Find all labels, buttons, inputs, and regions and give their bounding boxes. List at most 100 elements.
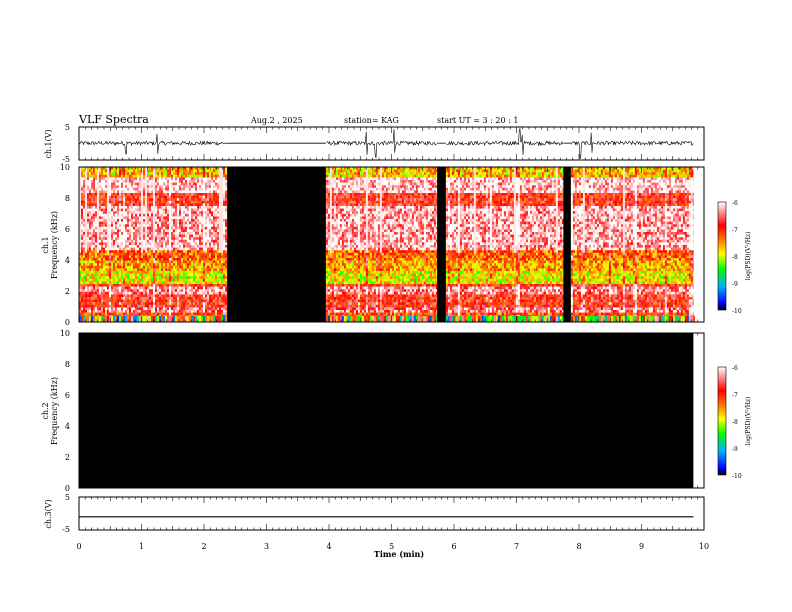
ch1-spectrogram-cell	[189, 234, 192, 238]
ch1-spectrogram-cell	[141, 232, 144, 235]
ch1-spectrogram-cell	[151, 177, 154, 181]
ch1-spectrogram-cell	[199, 286, 202, 290]
ch1-spectrogram-cell	[193, 206, 196, 209]
ch1-spectrogram-cell	[187, 255, 190, 259]
ch1-spectrogram-cell	[153, 284, 156, 287]
ch1-spectrogram-cell	[91, 198, 94, 201]
ch1-spectrogram-cell	[177, 316, 180, 322]
ch1-spectrogram-cell	[165, 284, 168, 287]
ch1-spectrogram-cell	[121, 203, 124, 207]
ch1-spectrogram-cell	[205, 302, 208, 305]
ch1-spectrogram-cell	[145, 206, 148, 209]
ch1-spectrogram-cell	[211, 187, 214, 191]
ch1-spectrogram-cell	[117, 304, 120, 308]
ch1-spectrogram-cell	[121, 260, 124, 264]
ch1-spectrogram-cell	[95, 247, 98, 251]
ch1-spectrogram-cell	[169, 216, 172, 220]
ch1-spectrogram-cell	[209, 258, 212, 261]
ch1-spectrogram-cell	[217, 294, 220, 298]
ch1-spectrogram-cell	[89, 299, 92, 303]
ch1-spectrogram-cell	[195, 316, 198, 322]
ch1-spectrogram-cell	[129, 252, 132, 256]
ch1-spectrogram-cell	[155, 185, 158, 188]
ch1-spectrogram-cell	[181, 226, 184, 230]
ch1-spectrogram-cell	[121, 226, 124, 230]
ch1-spectrogram-cell	[157, 250, 160, 253]
ch1-spectrogram-cell	[211, 307, 214, 311]
ch1-spectrogram-cell	[103, 174, 106, 178]
ch1-spectrogram-cell	[179, 263, 182, 266]
ch1-spectrogram-cell	[219, 263, 222, 266]
ch1-spectrogram-cell	[225, 229, 228, 233]
ch1-spectrogram-cell	[183, 268, 186, 272]
ch1-spectrogram-cell	[107, 169, 110, 173]
ch1-spectrogram-cell	[169, 245, 172, 248]
ch1-spectrogram-cell	[161, 234, 164, 238]
ch1-spectrogram-cell	[143, 310, 146, 313]
ch1-spectrogram-cell	[191, 245, 194, 248]
ch1-spectrogram-cell	[141, 250, 144, 253]
ch1-spectrogram-cell	[175, 234, 178, 238]
ch1-spectrogram-cell	[209, 252, 212, 256]
ch1-spectrogram-cell	[85, 294, 88, 298]
ch1-spectrogram-cell	[203, 174, 206, 178]
ch1-spectrogram-cell	[191, 226, 194, 230]
ch1-spectrogram-cell	[83, 304, 86, 308]
ch1-spectrogram-cell	[123, 187, 126, 191]
ch1-spectrogram-cell	[117, 299, 120, 303]
ch1-spectrogram-cell	[175, 273, 178, 277]
ch1-spectrogram-cell	[111, 299, 114, 303]
ch1-spectrogram-cell	[97, 216, 100, 220]
ch1-spectrogram-cell	[173, 193, 176, 196]
ch1-spectrogram-cell	[219, 252, 222, 256]
ch1-spectrogram-cell	[109, 177, 112, 181]
ch1-spectrogram-cell	[195, 213, 198, 217]
ch1-spectrogram-cell	[181, 286, 184, 290]
ch1-spectrogram-cell	[209, 242, 212, 246]
ch1-spectrogram-cell	[139, 185, 142, 188]
ch1-spectrogram-cell	[107, 195, 110, 199]
ch1-spectrogram-cell	[193, 208, 196, 212]
ch1-spectrogram-cell	[109, 252, 112, 256]
ch1-spectrogram-cell	[173, 177, 176, 181]
ch1-spectrogram-cell	[193, 312, 196, 316]
ch1-spectrogram-cell	[101, 302, 104, 305]
ch1-spectrogram-cell	[121, 265, 124, 269]
ch1-spectrogram-cell	[105, 242, 108, 246]
ch1-spectrogram-cell	[145, 271, 148, 274]
ch1-spectrogram-cell	[219, 310, 222, 313]
ch1-spectrogram-cell	[161, 260, 164, 264]
ch1-spectrogram-cell	[119, 167, 122, 170]
ch1-spectrogram-cell	[97, 291, 100, 295]
ch1-spectrogram-cell	[177, 167, 180, 170]
ch1-spectrogram-cell	[153, 187, 156, 191]
ch1-spectrogram-cell	[99, 271, 102, 274]
ch1-spectrogram-cell	[221, 276, 224, 279]
ch1-spectrogram-cell	[93, 239, 96, 243]
ch1-spectrogram-cell	[195, 312, 198, 316]
ch1-spectrogram-cell	[89, 276, 92, 279]
ch1-spectrogram-cell	[193, 268, 196, 272]
ch1-spectrogram-cell	[173, 242, 176, 246]
ch1-spectrogram-cell	[93, 211, 96, 214]
ch1-spectrogram-cell	[95, 252, 98, 256]
ch1-spectrogram-cell	[95, 281, 98, 285]
ch1-spectrogram-cell	[183, 172, 186, 175]
ch1-spectrogram-cell	[215, 198, 218, 201]
ch1-spectrogram-cell	[147, 224, 150, 227]
ch1-spectrogram-cell	[141, 286, 144, 290]
ch1-spectrogram-cell	[155, 167, 158, 170]
ch1-spectrogram-cell	[185, 234, 188, 238]
ch1-spectrogram-cell	[191, 271, 194, 274]
ch1-spectrogram-cell	[163, 180, 166, 183]
ch1-spectrogram-cell	[329, 174, 333, 178]
ch1-spectrogram-cell	[111, 198, 114, 201]
ch1-spectrogram-cell	[117, 284, 120, 287]
ch1-spectrogram-cell	[165, 310, 168, 313]
ch1-spectrogram-cell	[143, 252, 146, 256]
ch1-spectrogram-cell	[117, 229, 120, 233]
ch1-spectrogram-cell	[131, 268, 134, 272]
ch1-spectrogram-cell	[191, 310, 194, 313]
ch1-spectrogram-cell	[155, 294, 158, 298]
ch1-spectrogram-cell	[81, 252, 84, 256]
